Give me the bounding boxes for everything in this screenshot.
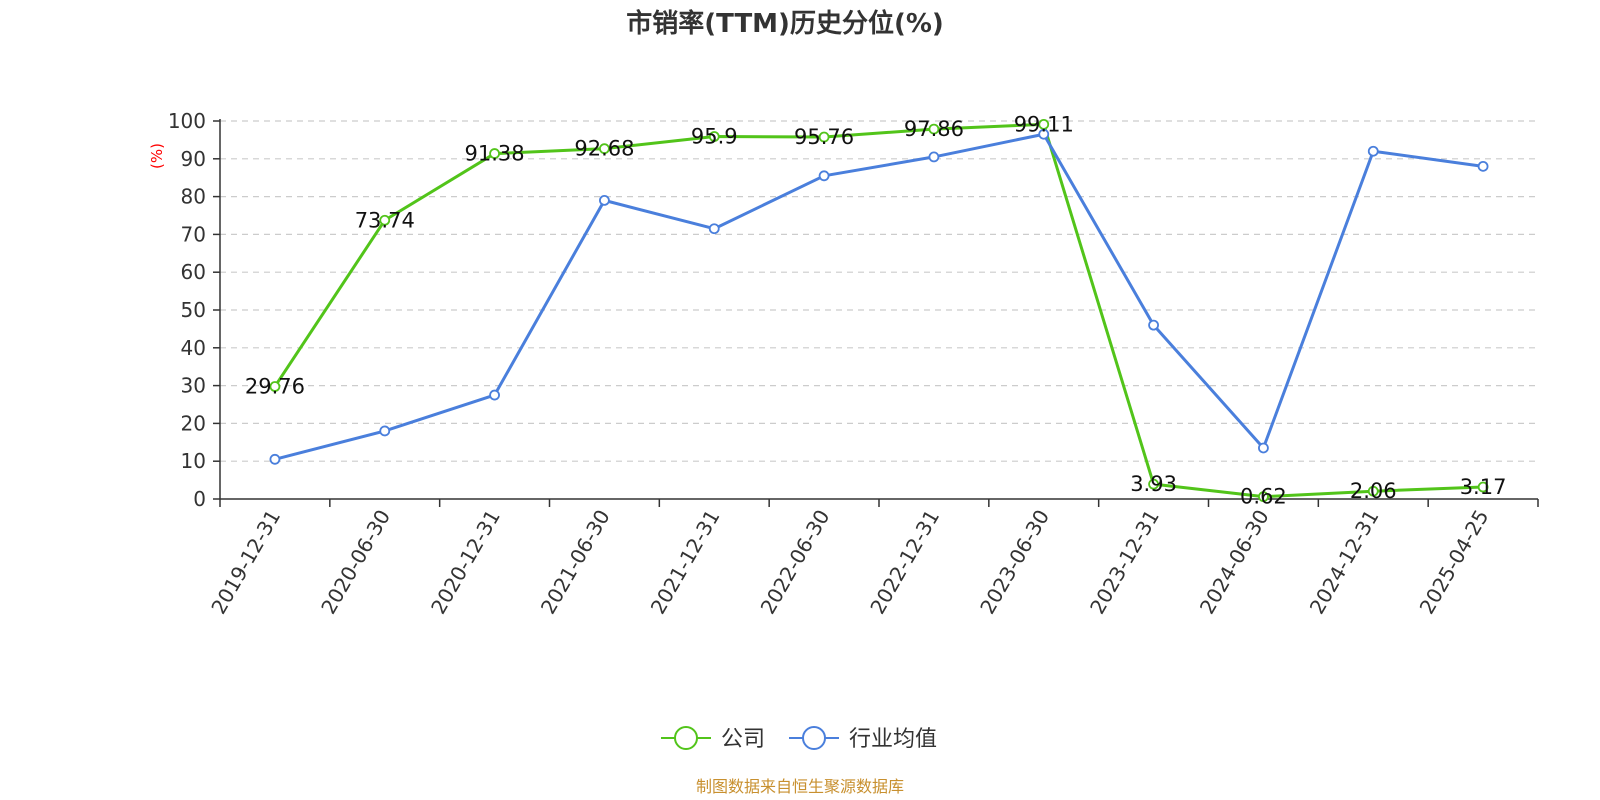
data-point[interactable]: [708, 223, 720, 235]
y-tick-label: 30: [181, 374, 206, 398]
y-tick-label: 50: [181, 298, 206, 322]
data-point[interactable]: [269, 453, 281, 465]
x-tick-label: 2022-12-31: [865, 506, 944, 619]
y-tick-label: 60: [181, 260, 206, 284]
y-tick-label: 90: [181, 147, 206, 171]
legend[interactable]: 公司 行业均值: [661, 726, 937, 752]
y-tick-label: 80: [181, 185, 206, 209]
legend-label: 行业均值: [849, 727, 937, 752]
y-tick-label: 100: [168, 109, 206, 133]
data-point[interactable]: [489, 389, 500, 401]
data-label: 73.74: [355, 208, 415, 232]
x-tick-label: 2021-12-31: [646, 506, 725, 619]
data-label: 2.06: [1350, 479, 1397, 503]
y-tick-label: 0: [193, 487, 206, 511]
data-label: 92.68: [574, 137, 634, 161]
data-label: 0.62: [1240, 485, 1287, 509]
data-point[interactable]: [1258, 442, 1269, 454]
data-point[interactable]: [1148, 478, 1159, 490]
data-point[interactable]: [1477, 481, 1489, 493]
data-point[interactable]: [1367, 485, 1379, 497]
data-label: 3.17: [1460, 475, 1507, 499]
x-tick-label: 2019-12-31: [206, 506, 285, 619]
data-label: 91.38: [465, 142, 525, 166]
data-point[interactable]: [599, 194, 610, 206]
legend-item[interactable]: 公司: [661, 726, 765, 752]
x-tick-label: 2020-06-30: [316, 506, 395, 619]
y-tick-label: 20: [181, 411, 206, 435]
data-label: 3.93: [1130, 472, 1177, 496]
data-label: 29.76: [245, 375, 305, 399]
series-line-2: [274, 132, 1484, 461]
x-tick-label: 2023-06-30: [975, 506, 1054, 619]
legend-marker-icon: [802, 726, 826, 750]
x-tick-label: 2024-12-31: [1305, 506, 1384, 619]
data-point[interactable]: [269, 381, 281, 392]
data-point[interactable]: [818, 131, 830, 143]
data-point[interactable]: [1258, 491, 1269, 503]
legend-label: 公司: [721, 727, 765, 752]
x-tick-label: 2025-04-25: [1415, 506, 1494, 619]
data-point[interactable]: [818, 170, 830, 182]
y-tick-label: 40: [181, 336, 206, 360]
legend-marker-icon: [674, 726, 698, 750]
data-point[interactable]: [489, 148, 500, 159]
x-tick-label: 2021-06-30: [536, 506, 615, 619]
data-point[interactable]: [599, 143, 610, 155]
series-line-1: [273, 122, 1484, 499]
source-note: 制图数据来自恒生聚源数据库: [696, 777, 904, 796]
data-point[interactable]: [379, 214, 391, 226]
data-point[interactable]: [1477, 160, 1489, 172]
grid-lines: [220, 120, 1538, 462]
x-tick-label: 2022-06-30: [756, 506, 835, 619]
y-axis-unit-label: (%): [148, 143, 166, 169]
data-label: 99.11: [1014, 112, 1074, 136]
chart-title: 市销率(TTM)历史分位(%): [626, 8, 944, 39]
x-tick-label: 2024-06-30: [1195, 506, 1274, 619]
data-point[interactable]: [379, 425, 391, 437]
x-tick-label: 2023-12-31: [1085, 506, 1164, 619]
data-labels: 29.76 73.74 91.38 92.68 95.9 95.76 97.86 99.11 3…: [245, 112, 1507, 508]
data-point[interactable]: [928, 151, 940, 163]
data-point[interactable]: [928, 123, 940, 135]
data-point[interactable]: [1038, 128, 1050, 140]
y-tick-label: 10: [181, 449, 206, 473]
data-point[interactable]: [1367, 145, 1379, 157]
data-label: 95.76: [794, 125, 854, 149]
series-lines: [269, 118, 1489, 503]
legend-item[interactable]: 行业均值: [789, 726, 937, 752]
data-label: 97.86: [904, 117, 964, 141]
data-label: 95.9: [691, 124, 738, 148]
data-point[interactable]: [708, 131, 720, 142]
x-tick-label: 2020-12-31: [426, 506, 505, 619]
x-axis: 2019-12-31 2020-06-30 2020-12-31 2021-06-30…: [206, 498, 1539, 619]
data-point[interactable]: [1148, 319, 1159, 331]
y-tick-label: 70: [181, 222, 206, 246]
y-axis: 0 10 20 30 40 50 60 70 80 90 100: [168, 109, 221, 511]
